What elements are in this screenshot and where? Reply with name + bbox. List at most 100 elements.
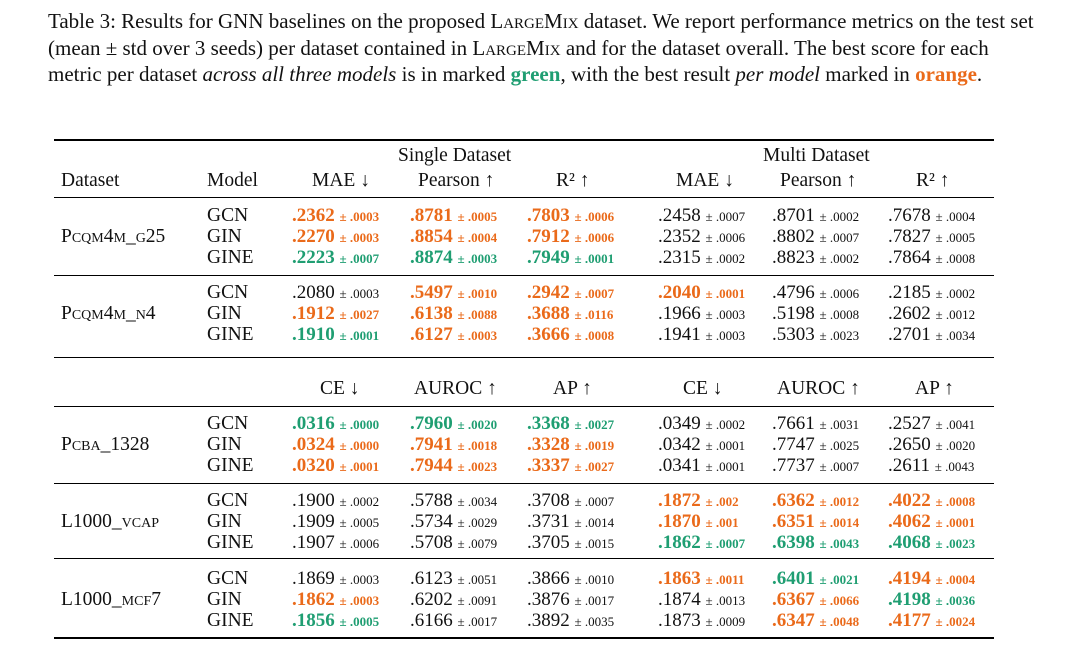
metric-std: ± .0003 bbox=[339, 286, 380, 301]
dataset-rule bbox=[54, 483, 994, 484]
metric-std: ± .0034 bbox=[457, 494, 498, 509]
metric-std: ± .0002 bbox=[705, 251, 746, 266]
metric-cell: .7678 ± .0004 bbox=[888, 205, 975, 227]
dataset-name: L1000_mcf7 bbox=[61, 589, 161, 610]
metric-cell: .6351 ± .0014 bbox=[772, 511, 859, 533]
metric-mean: .4177 bbox=[888, 610, 931, 631]
metric-mean: .7737 bbox=[772, 455, 815, 476]
metric-std: ± .0003 bbox=[457, 251, 498, 266]
metric-std: ± .0051 bbox=[457, 572, 498, 587]
metric-header: AUROC ↑ bbox=[777, 378, 860, 399]
metric-cell: .5788 ± .0034 bbox=[410, 490, 497, 512]
metric-header: Pearson ↑ bbox=[780, 170, 857, 191]
metric-std: ± .0066 bbox=[819, 593, 860, 608]
metric-cell: .8701 ± .0002 bbox=[772, 205, 859, 227]
metric-mean: .7960 bbox=[410, 413, 453, 434]
metric-header: AP ↑ bbox=[553, 378, 592, 399]
metric-cell: .2185 ± .0002 bbox=[888, 282, 975, 304]
metric-std: ± .0017 bbox=[574, 593, 615, 608]
metric-std: ± .0002 bbox=[705, 417, 746, 432]
metric-mean: .2942 bbox=[527, 282, 570, 303]
metric-cell: .1907 ± .0006 bbox=[292, 532, 379, 554]
metric-cell: .6138 ± .0088 bbox=[410, 303, 497, 325]
metric-mean: .2602 bbox=[888, 303, 931, 324]
metric-std: ± .0008 bbox=[819, 307, 860, 322]
metric-mean: .4068 bbox=[888, 532, 931, 553]
metric-cell: .3666 ± .0008 bbox=[527, 324, 614, 346]
metric-mean: .3876 bbox=[527, 589, 570, 610]
metric-std: ± .0001 bbox=[574, 251, 615, 266]
metric-mean: .2185 bbox=[888, 282, 931, 303]
metric-mean: .2458 bbox=[658, 205, 701, 226]
metric-std: ± .0005 bbox=[339, 515, 380, 530]
model-name: GINE bbox=[207, 610, 254, 631]
dataset-name: L1000_vcap bbox=[61, 511, 160, 532]
metric-std: ± .0020 bbox=[935, 438, 976, 453]
metric-cell: .6166 ± .0017 bbox=[410, 610, 497, 632]
metric-cell: .2270 ± .0003 bbox=[292, 226, 379, 248]
metric-std: ± .0034 bbox=[935, 328, 976, 343]
metric-mean: .2701 bbox=[888, 324, 931, 345]
metric-mean: .1966 bbox=[658, 303, 701, 324]
metric-cell: .6123 ± .0051 bbox=[410, 568, 497, 590]
metric-mean: .1912 bbox=[292, 303, 335, 324]
metric-header: CE ↓ bbox=[320, 378, 360, 399]
metric-std: ± .0025 bbox=[819, 438, 860, 453]
metric-mean: .5303 bbox=[772, 324, 815, 345]
metric-mean: .2040 bbox=[658, 282, 701, 303]
cls-header-rule bbox=[54, 406, 994, 407]
metric-mean: .2080 bbox=[292, 282, 335, 303]
metric-cell: .4022 ± .0008 bbox=[888, 490, 975, 512]
metric-mean: .1862 bbox=[292, 589, 335, 610]
metric-std: ± .0007 bbox=[819, 459, 860, 474]
metric-std: ± .0003 bbox=[339, 593, 380, 608]
metric-mean: .3708 bbox=[527, 490, 570, 511]
metric-cell: .0324 ± .0000 bbox=[292, 434, 379, 456]
section-rule bbox=[54, 357, 994, 358]
metric-header: AUROC ↑ bbox=[414, 378, 497, 399]
metric-mean: .1869 bbox=[292, 568, 335, 589]
model-name: GIN bbox=[207, 434, 242, 455]
metric-cell: .7747 ± .0025 bbox=[772, 434, 859, 456]
metric-cell: .4194 ± .0004 bbox=[888, 568, 975, 590]
metric-std: ± .0011 bbox=[705, 572, 745, 587]
metric-cell: .6401 ± .0021 bbox=[772, 568, 859, 590]
metric-std: ± .0079 bbox=[457, 536, 498, 551]
metric-std: ± .0024 bbox=[935, 614, 976, 629]
metric-std: ± .0036 bbox=[935, 593, 976, 608]
metric-std: ± .0009 bbox=[705, 614, 746, 629]
metric-mean: .3892 bbox=[527, 610, 570, 631]
metric-std: ± .0000 bbox=[339, 438, 380, 453]
metric-std: ± .0023 bbox=[935, 536, 976, 551]
model-name: GIN bbox=[207, 303, 242, 324]
metric-cell: .6127 ± .0003 bbox=[410, 324, 497, 346]
metric-mean: .1907 bbox=[292, 532, 335, 553]
metric-std: ± .0006 bbox=[705, 230, 746, 245]
metric-std: ± .0048 bbox=[819, 614, 860, 629]
metric-cell: .6202 ± .0091 bbox=[410, 589, 497, 611]
metric-std: ± .0007 bbox=[339, 251, 380, 266]
metric-mean: .7747 bbox=[772, 434, 815, 455]
metric-std: ± .0006 bbox=[574, 209, 615, 224]
model-name: GINE bbox=[207, 324, 254, 345]
metric-mean: .8823 bbox=[772, 247, 815, 268]
metric-std: ± .001 bbox=[705, 515, 739, 530]
metric-std: ± .0000 bbox=[339, 417, 380, 432]
metric-cell: .7827 ± .0005 bbox=[888, 226, 975, 248]
metric-std: ± .0020 bbox=[457, 417, 498, 432]
dataset-rule bbox=[54, 558, 994, 559]
metric-mean: .1874 bbox=[658, 589, 701, 610]
metric-mean: .2315 bbox=[658, 247, 701, 268]
metric-cell: .0320 ± .0001 bbox=[292, 455, 379, 477]
metric-cell: .3708 ± .0007 bbox=[527, 490, 614, 512]
metric-cell: .5198 ± .0008 bbox=[772, 303, 859, 325]
model-name: GINE bbox=[207, 247, 254, 268]
metric-std: ± .0003 bbox=[457, 328, 498, 343]
metric-mean: .2611 bbox=[888, 455, 931, 476]
metric-mean: .7661 bbox=[772, 413, 815, 434]
metric-mean: .7864 bbox=[888, 247, 931, 268]
metric-mean: .3337 bbox=[527, 455, 570, 476]
metric-std: ± .0035 bbox=[574, 614, 615, 629]
metric-mean: .4062 bbox=[888, 511, 931, 532]
metric-std: ± .0018 bbox=[457, 438, 498, 453]
